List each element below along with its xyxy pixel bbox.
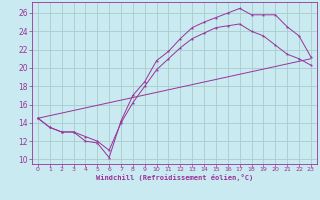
X-axis label: Windchill (Refroidissement éolien,°C): Windchill (Refroidissement éolien,°C): [96, 174, 253, 181]
